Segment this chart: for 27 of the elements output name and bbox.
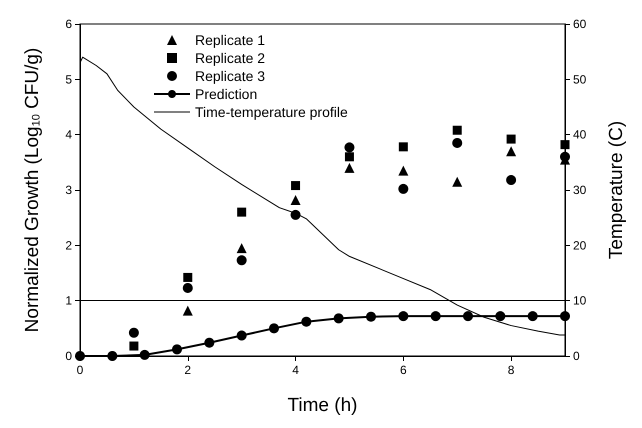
y2-tick-label: 40 [573, 128, 587, 142]
y2-tick-label: 20 [573, 238, 587, 252]
legend-label: Replicate 2 [195, 50, 266, 66]
legend-label: Time-temperature profile [195, 104, 348, 120]
legend-label: Prediction [195, 86, 258, 102]
y-tick-label: 0 [65, 349, 72, 363]
y-tick-label: 1 [65, 294, 72, 308]
x-tick-label: 8 [508, 363, 515, 377]
y2-tick-label: 50 [573, 72, 587, 86]
x-tick-label: 6 [400, 363, 407, 377]
y-tick-label: 6 [65, 17, 72, 31]
x-tick-label: 4 [292, 363, 300, 377]
y2-tick-label: 10 [573, 294, 587, 308]
y-tick-label: 2 [65, 238, 72, 252]
y2-tick-label: 0 [573, 349, 580, 363]
x-tick-label: 2 [184, 363, 192, 377]
y-tick-label: 5 [65, 72, 72, 86]
y2-axis-title: Temperature (C) [606, 120, 627, 260]
y2-tick-label: 60 [573, 17, 587, 31]
legend-label: Replicate 3 [195, 68, 266, 84]
x-axis-title: Time (h) [287, 395, 358, 416]
y-tick-label: 4 [65, 128, 72, 142]
legend-label: Replicate 1 [195, 32, 266, 48]
y-tick-label: 3 [65, 183, 72, 197]
x-tick-label: 0 [76, 363, 84, 377]
y2-tick-label: 30 [573, 183, 587, 197]
y-axis-title: Normalized Growth (Log10 CFU/g) [22, 48, 43, 332]
